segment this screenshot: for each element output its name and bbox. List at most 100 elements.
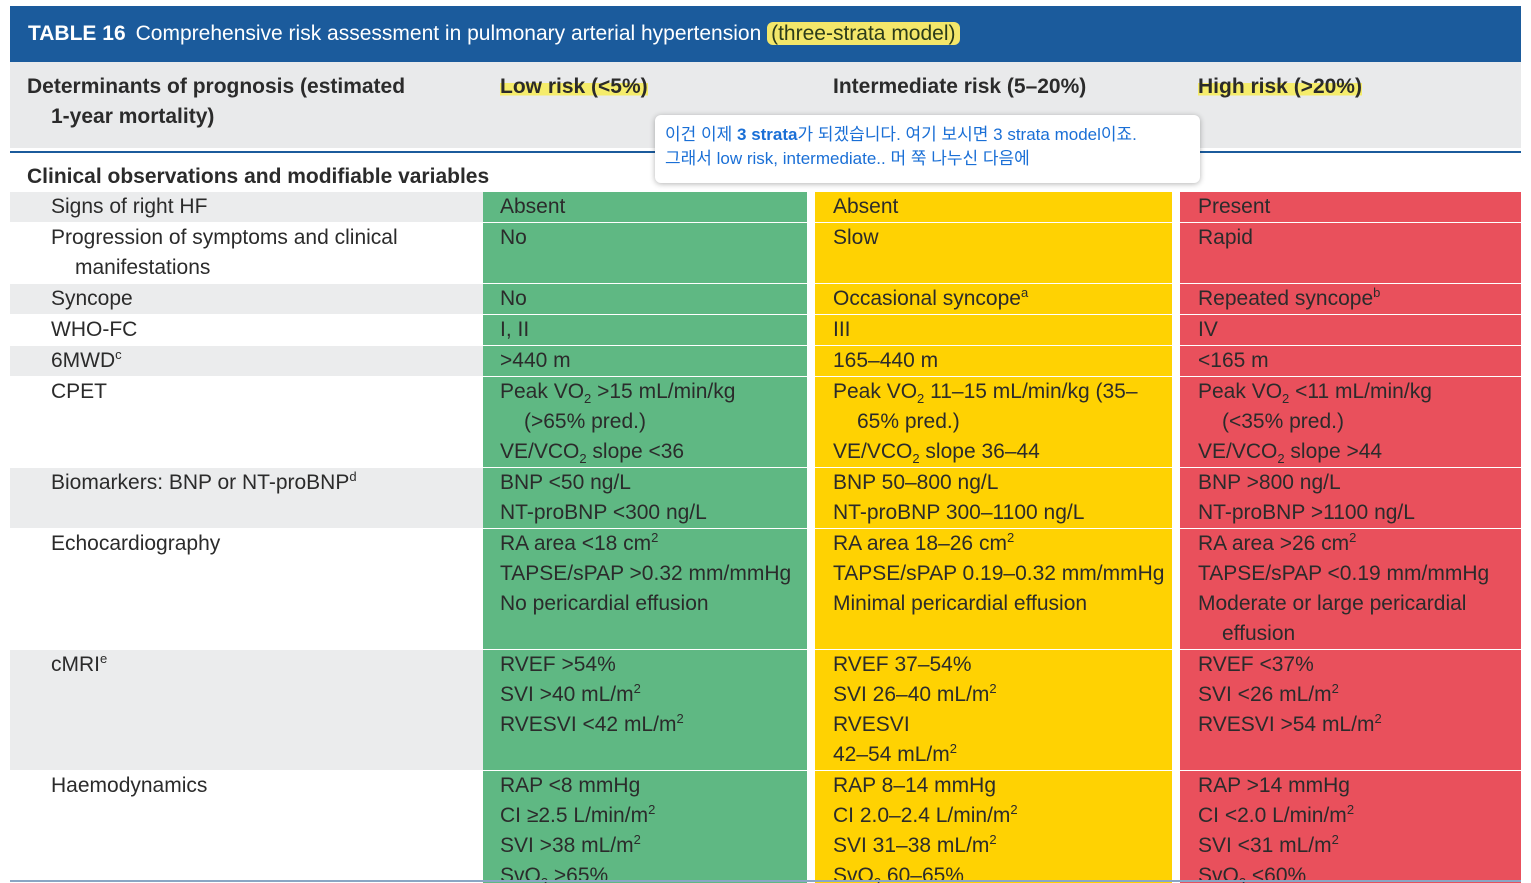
table-row: cMRIe RVEF >54% SVI >40 mL/m2 RVESVI <42 mL… — [10, 650, 1521, 771]
supscript: 2 — [949, 741, 957, 756]
high-risk-cell: RA area >26 cm2 TAPSE/sPAP <0.19 mm/mmHg M… — [1180, 529, 1521, 650]
supscript: b — [1373, 285, 1381, 300]
text-part: SvO — [1198, 864, 1239, 883]
cell-line: SVI 26–40 mL/m2 — [833, 680, 1172, 710]
supscript: 2 — [676, 711, 684, 726]
high-risk-cell: Repeated syncopeb — [1180, 284, 1521, 315]
low-risk-cell: No — [483, 284, 807, 315]
cell-line: SVI >38 mL/m2 — [500, 831, 807, 861]
table-body: Signs of right HF Absent Absent Present Prog… — [10, 192, 1521, 883]
text-part: RA area <18 cm — [500, 532, 652, 555]
row-label: CPET — [10, 377, 483, 468]
table-row: Progression of symptoms and clinical mani… — [10, 223, 1521, 284]
row-label: 6MWDc — [10, 346, 483, 377]
cell-line: RA area 18–26 cm2 — [833, 529, 1172, 559]
subscript: 2 — [874, 875, 881, 883]
cell-line: BNP <50 ng/L — [500, 471, 631, 494]
text-part: CI ≥2.5 L/min/m — [500, 804, 649, 827]
cell-line: <165 m — [1198, 349, 1269, 372]
cell-line: RVEF <37% — [1198, 653, 1314, 676]
header-high: High risk (>20%) — [1198, 75, 1362, 98]
subscript: 2 — [584, 391, 592, 407]
intermediate-risk-cell: Occasional syncopea — [815, 284, 1172, 315]
text-part: 11–15 mL/min/kg (35– — [924, 380, 1138, 403]
text-part: cMRI — [51, 653, 100, 676]
text-part: Peak VO — [833, 380, 918, 403]
high-risk-cell: BNP >800 ng/L NT-proBNP >1100 ng/L — [1180, 468, 1521, 529]
cell-line: RVESVI >54 mL/m2 — [1198, 710, 1521, 740]
cell-line: Absent — [500, 195, 566, 218]
supscript: 2 — [633, 832, 641, 847]
row-label: cMRIe — [10, 650, 483, 771]
supscript: a — [1020, 285, 1029, 300]
row-label: Echocardiography — [10, 529, 483, 650]
cell-line: TAPSE/sPAP <0.19 mm/mmHg — [1198, 562, 1490, 585]
cell-line: BNP >800 ng/L — [1198, 471, 1341, 494]
table-title: TABLE 16 Comprehensive risk assessment in… — [10, 6, 1521, 62]
cell-line: Progression of symptoms and clinical — [51, 226, 398, 249]
rule — [10, 880, 1521, 882]
high-risk-cell: RVEF <37% SVI <26 mL/m2 RVESVI >54 mL/m2 — [1180, 650, 1521, 771]
cell-line: SVI >40 mL/m2 — [500, 680, 807, 710]
high-risk-cell: Rapid — [1180, 223, 1521, 284]
supscript: 2 — [1331, 832, 1339, 847]
text-part: RVESVI >54 mL/m — [1198, 713, 1375, 736]
text-part: >15 mL/min/kg — [591, 380, 736, 403]
intermediate-risk-cell: Slow — [815, 223, 1172, 284]
subscript: 2 — [1282, 391, 1290, 407]
row-label: Syncope — [10, 284, 483, 315]
low-risk-cell: >440 m — [483, 346, 807, 377]
supscript: 2 — [651, 530, 659, 545]
intermediate-risk-cell: RA area 18–26 cm2 TAPSE/sPAP 0.19–0.32 mm… — [815, 529, 1172, 650]
cell-line: RA area <18 cm2 — [500, 529, 807, 559]
text-part: SVI >40 mL/m — [500, 683, 634, 706]
low-risk-cell: RVEF >54% SVI >40 mL/m2 RVESVI <42 mL/m2 — [483, 650, 807, 771]
text-part: 42–54 mL/m — [833, 743, 950, 766]
low-risk-cell: Peak VO2 >15 mL/min/kg (>65% pred.) VE/VCO… — [483, 377, 807, 468]
comment-tooltip: 이건 이제 3 strata가 되겠습니다. 여기 보시면 3 strata m… — [655, 115, 1200, 183]
text-part: RA area >26 cm — [1198, 532, 1350, 555]
header-row: Determinants of prognosis (estimated 1-ye… — [10, 62, 1521, 148]
cell-line: VE/VCO2 slope >44 — [1198, 437, 1521, 467]
header-label-line: 1-year mortality) — [51, 105, 215, 128]
low-risk-cell: I, II — [483, 315, 807, 346]
cell-line: WHO-FC — [51, 318, 138, 341]
supscript: 2 — [1006, 530, 1015, 545]
supscript: e — [100, 651, 108, 666]
text-part: slope 36–44 — [919, 440, 1040, 463]
subscript: 2 — [1277, 451, 1285, 467]
high-risk-cell: IV — [1180, 315, 1521, 346]
text-part: VE/VCO — [500, 440, 580, 463]
text-part: RVESVI <42 mL/m — [500, 713, 677, 736]
high-risk-cell: RAP >14 mmHg CI <2.0 L/min/m2 SVI <31 mL/m… — [1180, 771, 1521, 883]
text-part: SVI 26–40 mL/m — [833, 683, 990, 706]
supscript: 2 — [989, 832, 997, 847]
text-part: CI <2.0 L/min/m — [1198, 804, 1347, 827]
cell-line: effusion — [1222, 622, 1296, 645]
cell-line: Repeated syncopeb — [1198, 284, 1521, 314]
text-part: SvO — [833, 864, 874, 883]
cell-line: Peak VO2 >15 mL/min/kg — [500, 377, 807, 407]
cell-line: No — [500, 226, 527, 249]
text-part: SVI >38 mL/m — [500, 834, 634, 857]
text-part: Peak VO — [500, 380, 585, 403]
cell-line: VE/VCO2 slope 36–44 — [833, 437, 1172, 467]
cell-line: 165–440 m — [833, 349, 939, 372]
text-part: <11 mL/min/kg — [1289, 380, 1432, 403]
cell-line: RAP 8–14 mmHg — [833, 774, 997, 797]
cell-line: TAPSE/sPAP 0.19–0.32 mm/mmHg — [833, 562, 1165, 585]
supscript: c — [115, 347, 122, 362]
cell-line: Syncope — [51, 287, 133, 310]
cell-line: No pericardial effusion — [500, 592, 709, 615]
table-row: Haemodynamics RAP <8 mmHg CI ≥2.5 L/min/m2… — [10, 771, 1521, 883]
cell-line: VE/VCO2 slope <36 — [500, 437, 807, 467]
row-label: WHO-FC — [10, 315, 483, 346]
cell-line: RVEF 37–54% — [833, 653, 972, 676]
table-row: WHO-FC I, II III IV — [10, 315, 1521, 346]
cell-line: 42–54 mL/m2 — [833, 740, 1172, 770]
cell-line: SvO2 >65% — [500, 861, 807, 883]
cell-line: SVI <26 mL/m2 — [1198, 680, 1521, 710]
cell-line: Slow — [833, 226, 879, 249]
cell-line: Biomarkers: BNP or NT-proBNPd — [51, 468, 483, 498]
cell-line: CI 2.0–2.4 L/min/m2 — [833, 801, 1172, 831]
